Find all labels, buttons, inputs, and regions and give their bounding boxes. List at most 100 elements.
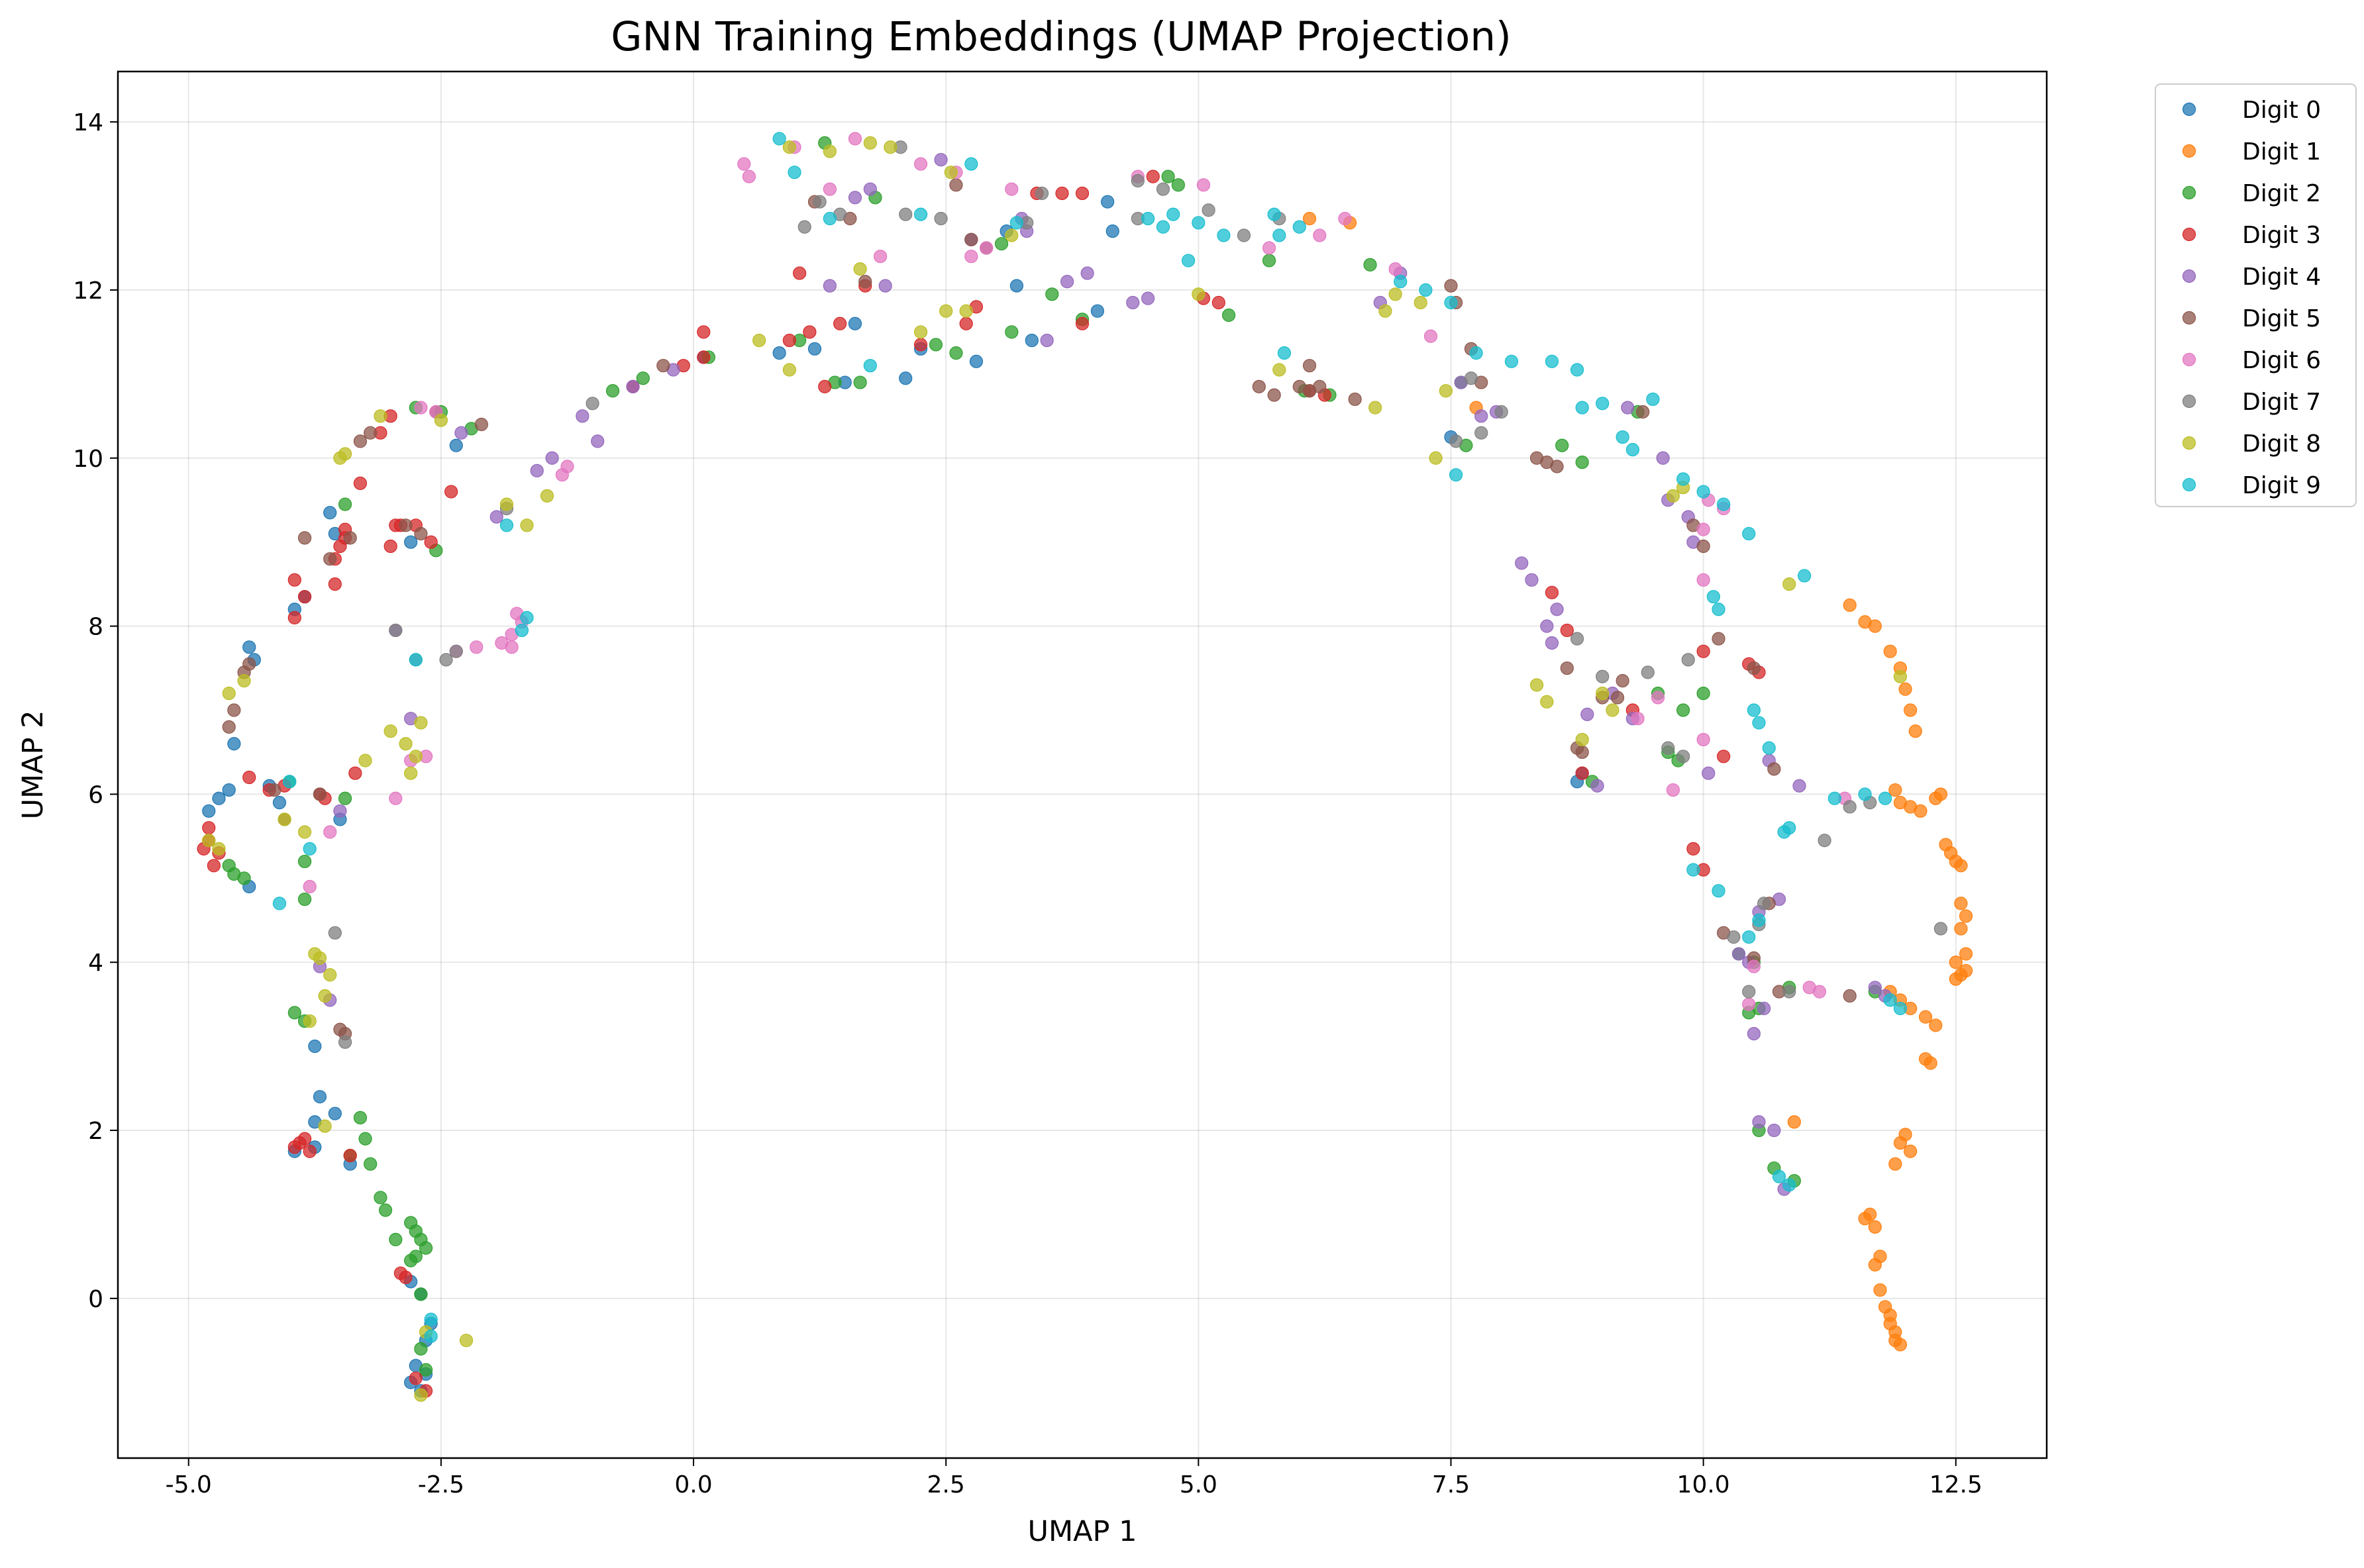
- data-point: [1752, 1115, 1766, 1129]
- data-point: [913, 338, 928, 352]
- data-point: [1782, 577, 1796, 591]
- data-point: [1075, 186, 1090, 201]
- legend-marker: [2182, 311, 2196, 325]
- data-point: [1676, 750, 1690, 763]
- data-point: [1843, 989, 1857, 1003]
- data-point: [1631, 712, 1645, 726]
- data-point: [384, 539, 397, 554]
- data-point: [813, 195, 827, 209]
- data-point: [343, 531, 357, 545]
- legend-label: Digit 4: [2242, 264, 2321, 291]
- data-point: [1959, 947, 1973, 961]
- data-point: [797, 220, 811, 234]
- data-point: [1025, 334, 1039, 348]
- data-point: [1666, 489, 1680, 503]
- data-point: [1747, 703, 1761, 717]
- data-point: [424, 1329, 438, 1344]
- data-point: [1888, 1157, 1902, 1171]
- data-point: [404, 1253, 418, 1267]
- data-point: [1005, 182, 1019, 196]
- data-point: [913, 207, 928, 221]
- data-point: [1762, 741, 1776, 755]
- legend-label: Digit 6: [2242, 347, 2321, 374]
- data-point: [409, 750, 423, 763]
- data-point: [439, 653, 453, 667]
- data-point: [353, 434, 368, 448]
- data-point: [1560, 623, 1574, 638]
- data-point: [1606, 703, 1619, 717]
- data-point: [1515, 556, 1529, 570]
- data-point: [1883, 993, 1897, 1007]
- data-point: [1742, 985, 1756, 999]
- data-point: [1696, 485, 1710, 499]
- y-axis-ticks: 0 2 4 6 8 10 12 14: [73, 109, 118, 1313]
- data-point: [1949, 956, 1963, 969]
- data-point: [1782, 821, 1796, 835]
- data-point: [303, 1144, 317, 1158]
- data-point: [207, 859, 221, 873]
- data-point: [1742, 526, 1756, 541]
- data-point: [1883, 644, 1897, 658]
- data-point: [505, 640, 519, 654]
- data-point: [1893, 1001, 1908, 1016]
- data-point: [848, 191, 862, 205]
- data-point: [742, 170, 756, 183]
- data-point: [939, 304, 953, 318]
- x-tick-label: 0.0: [674, 1471, 712, 1498]
- data-point: [1469, 346, 1483, 360]
- data-point: [1843, 598, 1857, 612]
- data-point: [454, 426, 468, 440]
- data-point: [858, 275, 872, 289]
- data-point: [863, 359, 877, 373]
- data-point: [1686, 842, 1700, 856]
- data-point: [1444, 295, 1458, 310]
- data-point: [318, 989, 332, 1003]
- data-point: [1904, 703, 1918, 717]
- data-point: [1550, 603, 1564, 616]
- data-point: [1742, 930, 1756, 944]
- data-point: [1616, 430, 1629, 444]
- plot-frame: [117, 70, 2048, 1459]
- data-point: [980, 241, 994, 255]
- data-point: [1540, 695, 1554, 709]
- data-point: [1797, 569, 1812, 583]
- data-point: [499, 518, 514, 532]
- data-point: [272, 897, 287, 910]
- data-point: [1868, 981, 1882, 995]
- data-point: [1858, 1212, 1872, 1226]
- data-point: [560, 460, 574, 473]
- data-point: [1933, 787, 1948, 801]
- data-point: [823, 182, 837, 196]
- data-point: [848, 317, 862, 330]
- data-point: [1035, 186, 1049, 201]
- data-point: [227, 703, 241, 717]
- legend-box: [2155, 83, 2357, 507]
- data-point: [929, 338, 943, 352]
- data-point: [878, 279, 892, 293]
- data-point: [1413, 295, 1427, 310]
- data-point: [1575, 766, 1589, 780]
- data-point: [409, 653, 423, 667]
- legend-marker: [2182, 352, 2196, 367]
- y-tick-label: 6: [88, 781, 103, 808]
- data-point: [449, 438, 463, 452]
- data-point: [807, 342, 822, 356]
- data-point: [414, 716, 428, 730]
- data-point: [873, 250, 888, 264]
- data-point: [1570, 632, 1584, 646]
- data-point: [308, 1040, 322, 1054]
- y-tick-label: 8: [88, 614, 103, 641]
- data-point: [1302, 211, 1317, 226]
- data-point: [212, 791, 226, 805]
- legend-label: Digit 5: [2242, 305, 2321, 332]
- data-point: [949, 346, 963, 360]
- data-point: [934, 211, 948, 226]
- data-point: [389, 1232, 403, 1247]
- data-point: [414, 1388, 428, 1402]
- data-point: [969, 354, 984, 368]
- data-point: [1272, 228, 1286, 242]
- data-point: [1272, 363, 1286, 377]
- data-point: [374, 409, 387, 423]
- data-point: [389, 791, 403, 805]
- series-digit-1: [1302, 211, 1973, 1351]
